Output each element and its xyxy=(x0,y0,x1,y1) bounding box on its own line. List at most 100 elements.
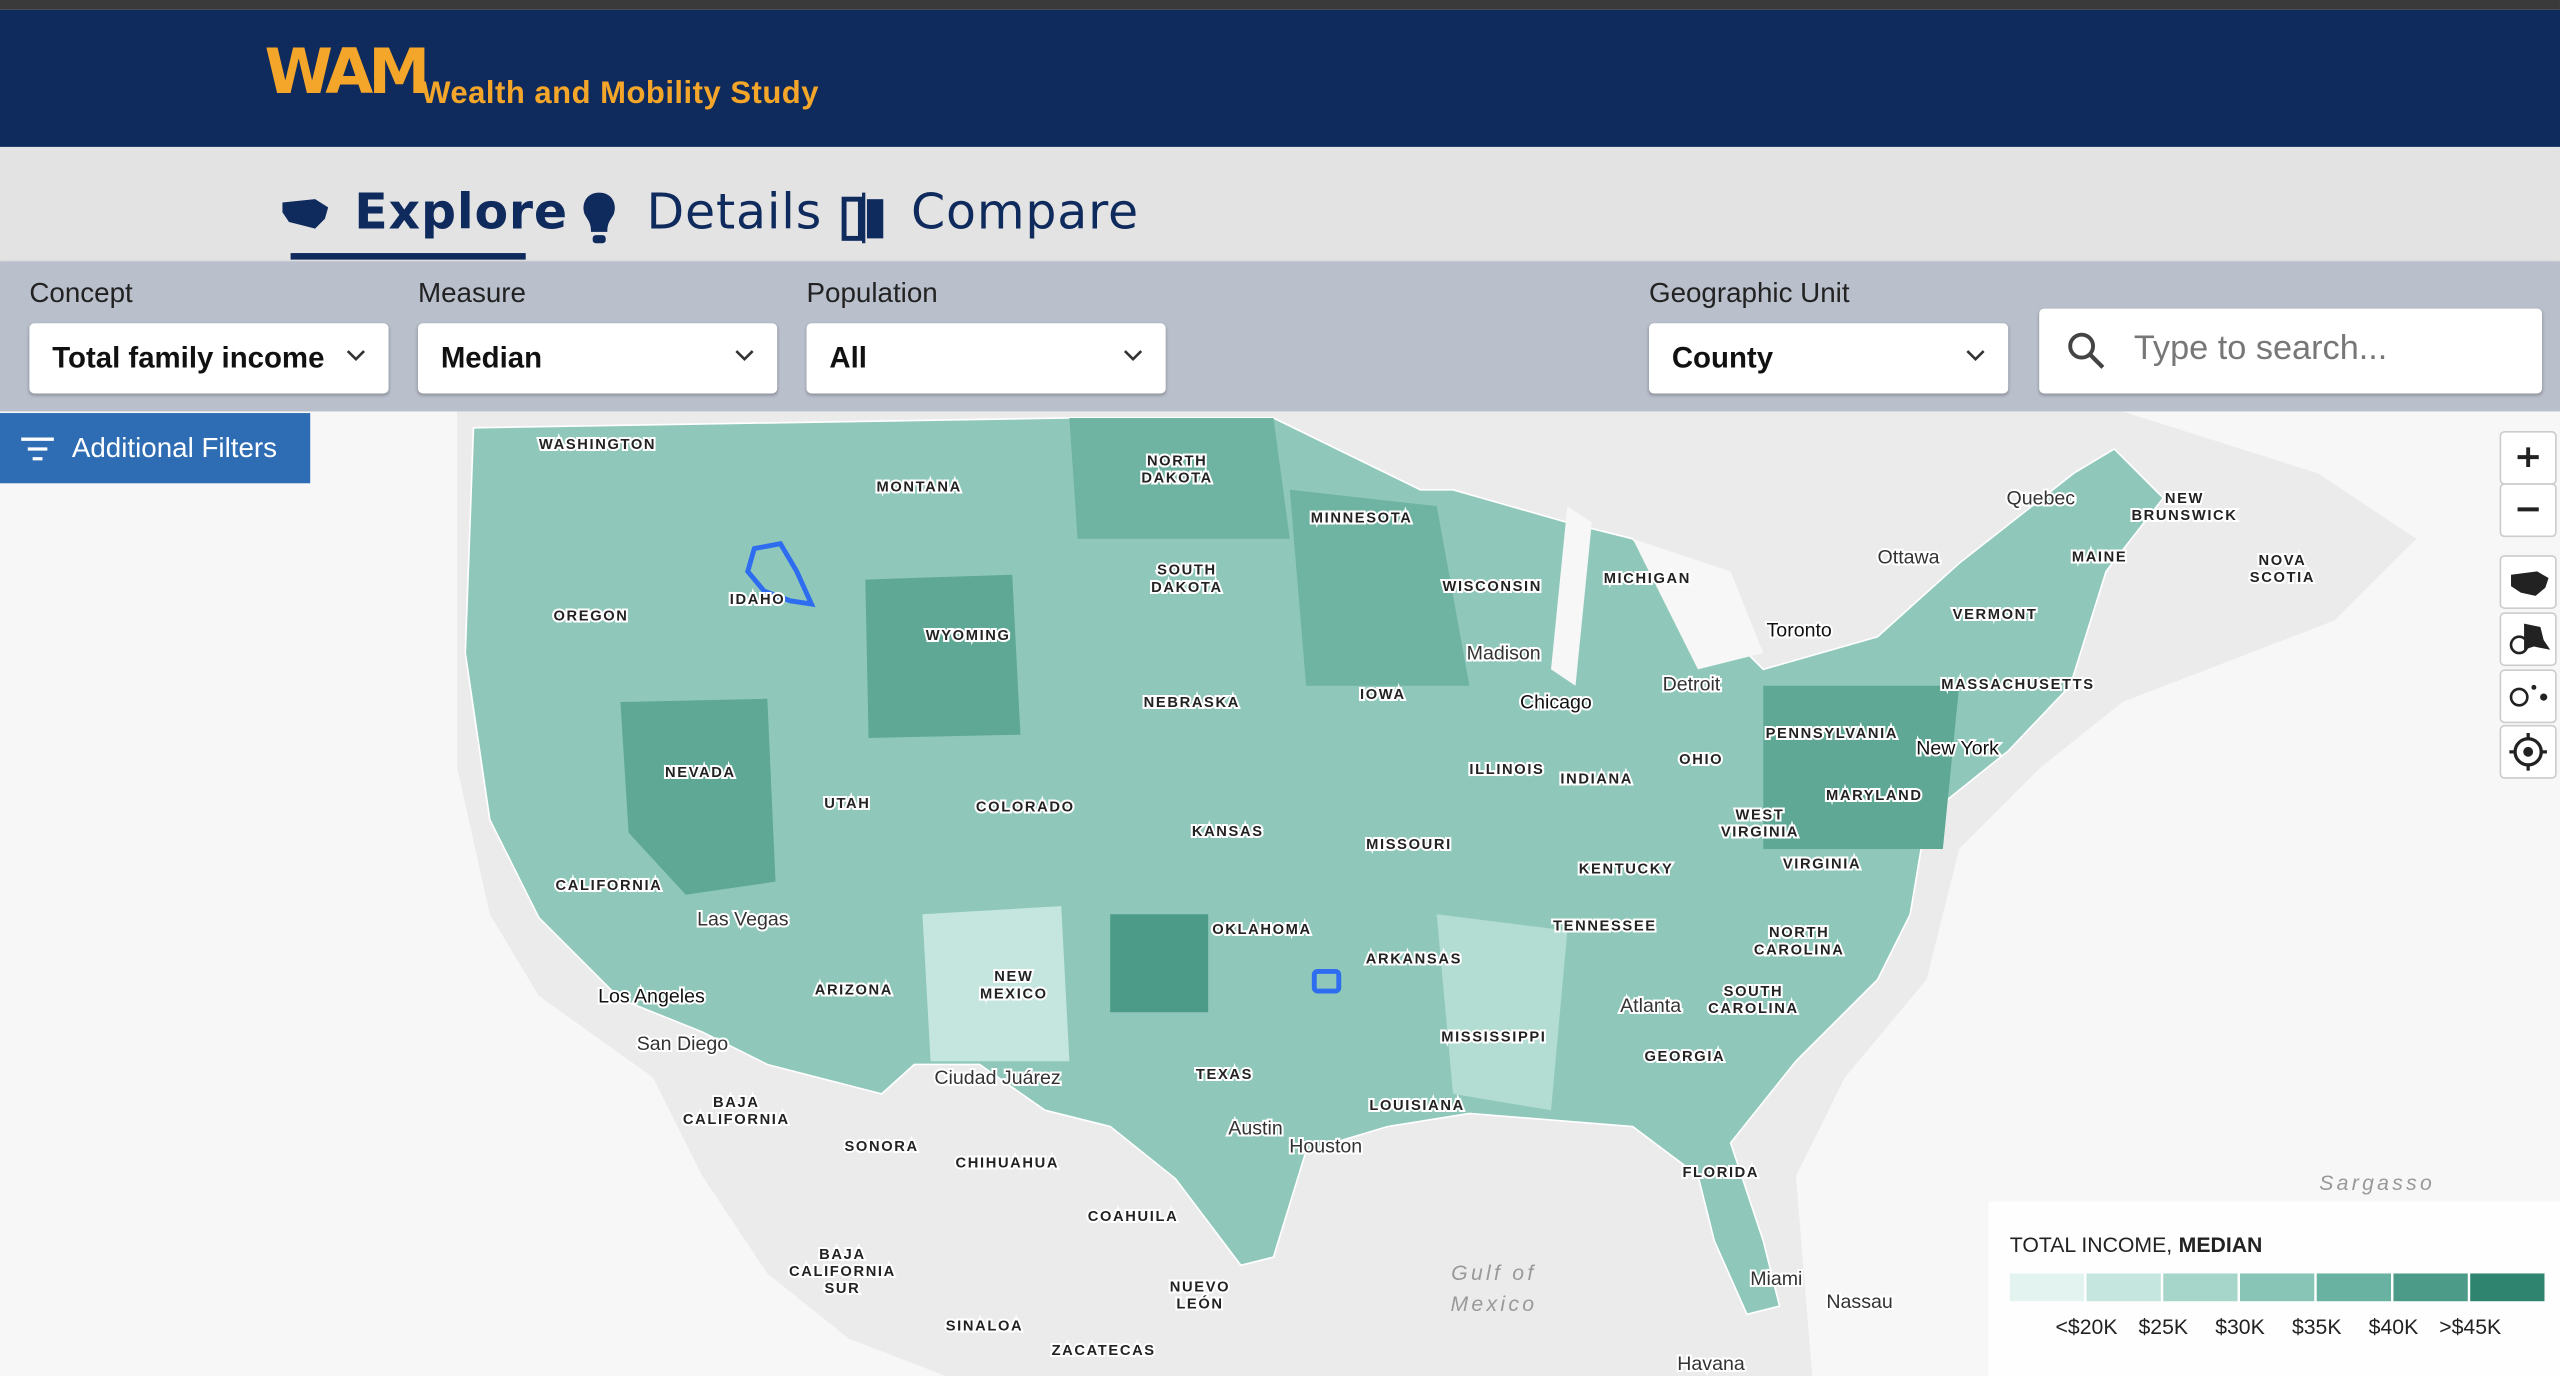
state-label: CAROLINA xyxy=(1754,942,1845,958)
compare-icon xyxy=(841,192,884,244)
state-label: VIRGINIA xyxy=(1721,825,1799,841)
logo[interactable]: WAM xyxy=(264,35,430,108)
region-shade xyxy=(922,906,1070,1062)
state-label: MISSOURI xyxy=(1366,837,1452,853)
dropdown[interactable]: Total family income xyxy=(29,323,389,394)
legend-swatch xyxy=(2239,1273,2315,1302)
state-label: WYOMING xyxy=(926,628,1011,644)
place-label: Toronto xyxy=(1767,620,1832,642)
state-label: BAJA xyxy=(713,1095,760,1111)
legend-swatch xyxy=(2009,1273,2085,1302)
zoom-us[interactable] xyxy=(2499,555,2557,609)
chevron xyxy=(735,350,754,362)
place-label: Austin xyxy=(1228,1118,1282,1140)
place-label: Ottawa xyxy=(1878,546,1940,568)
dropdown[interactable]: Median xyxy=(417,323,778,394)
zoom-alaska[interactable] xyxy=(2499,612,2557,667)
state-label: ILLINOIS xyxy=(1469,762,1544,778)
water-label: Gulf of xyxy=(1451,1262,1536,1285)
legend-scale: <$20K $25K $30K $35K $40K >$45K xyxy=(2009,1273,2545,1339)
state-label: IOWA xyxy=(1360,687,1406,703)
state-label: PENNSYLVANIA xyxy=(1766,726,1898,742)
legend-swatch xyxy=(2470,1273,2545,1302)
tab[interactable]: Compare xyxy=(911,184,1139,242)
state-label: INDIANA xyxy=(1560,772,1633,788)
locate[interactable] xyxy=(2499,724,2557,779)
state-label: OHIO xyxy=(1679,752,1723,768)
water-label: Mexico xyxy=(1450,1293,1537,1316)
zoom-hawaii[interactable] xyxy=(2499,669,2557,724)
minus-icon xyxy=(2517,507,2539,512)
state-label: VIRGINIA xyxy=(1783,857,1861,873)
state-label: NEVADA xyxy=(665,765,736,781)
tab[interactable]: Details xyxy=(646,184,823,242)
dropdown[interactable]: County xyxy=(1648,323,2009,394)
state-label: SUR xyxy=(824,1281,860,1297)
state-label: SINALOA xyxy=(946,1319,1024,1335)
place-label: San Diego xyxy=(637,1033,729,1055)
legend-label: $25K xyxy=(2138,1316,2188,1339)
state-label: CALIFORNIA xyxy=(556,878,663,894)
state-label: CALIFORNIA xyxy=(683,1112,790,1128)
state-label: MARYLAND xyxy=(1826,788,1923,804)
highlight-outline[interactable] xyxy=(1311,968,1342,994)
legend-label: >$45K xyxy=(2439,1316,2501,1339)
state-label: MINNESOTA xyxy=(1311,510,1413,526)
chevron xyxy=(1123,350,1143,362)
state-label: WISCONSIN xyxy=(1442,579,1542,595)
dropdown-value: All xyxy=(829,341,867,374)
state-label: SCOTIA xyxy=(2250,570,2315,586)
state-label: SOUTH xyxy=(1724,984,1784,1000)
chevron xyxy=(346,350,366,362)
state-label: MASSACHUSETTS xyxy=(1941,677,2094,693)
water-label: Sargasso xyxy=(2319,1172,2435,1195)
place-label: Miami xyxy=(1750,1268,1802,1290)
legend-title: TOTAL INCOME, MEDIAN xyxy=(2010,1233,2263,1257)
region-shade xyxy=(1436,914,1568,1111)
legend-title-text: TOTAL INCOME, xyxy=(2009,1232,2173,1258)
state-label: MEXICO xyxy=(980,986,1048,1002)
search-box[interactable]: Type to search... xyxy=(2039,308,2543,394)
tab[interactable]: Explore xyxy=(354,184,568,242)
place-label: Quebec xyxy=(2007,487,2076,509)
highlight-outline[interactable] xyxy=(745,540,816,608)
legend-title-emphasis: MEDIAN xyxy=(2178,1232,2263,1258)
additional-filters-button[interactable]: Additional Filters xyxy=(0,413,311,484)
hawaii-icon xyxy=(2509,684,2548,707)
alaska-icon xyxy=(2509,623,2551,655)
state-label: OREGON xyxy=(553,608,628,624)
tab-bar xyxy=(0,146,2560,262)
state-label: NORTH xyxy=(1769,925,1829,941)
state-label: TEXAS xyxy=(1196,1067,1253,1083)
zoom-in[interactable] xyxy=(2499,431,2557,485)
filter-label: Concept xyxy=(29,277,133,309)
state-label: KENTUCKY xyxy=(1579,861,1674,877)
state-label: IDAHO xyxy=(730,592,786,608)
state-label: KANSAS xyxy=(1192,824,1264,840)
region-shade xyxy=(865,574,1021,738)
zoom-out[interactable] xyxy=(2499,483,2557,538)
region-shade xyxy=(1069,417,1290,539)
state-label: COAHUILA xyxy=(1088,1209,1179,1225)
tab-underline xyxy=(290,253,526,260)
place-label: Atlanta xyxy=(1620,995,1681,1017)
state-label: NEW xyxy=(994,969,1033,985)
legend: TOTAL INCOME, MEDIAN <$20K $25K $30K $35K $40… xyxy=(1988,1201,2560,1376)
state-label: FLORIDA xyxy=(1682,1165,1759,1181)
map-labels: WASHINGTONMONTANANORTHDAKOTAMINNESOTAORE… xyxy=(537,435,2435,1376)
search-placeholder: Type to search... xyxy=(2133,329,2388,368)
filter-icon xyxy=(21,437,54,461)
state-label: COLORADO xyxy=(976,799,1075,815)
legend-label: $35K xyxy=(2292,1316,2342,1339)
region-shade xyxy=(1110,914,1209,1013)
site-title[interactable]: Wealth and Mobility Study xyxy=(421,76,819,112)
state-label: MISSISSIPPI xyxy=(1441,1030,1546,1046)
dropdown[interactable]: All xyxy=(806,323,1166,394)
place-label: Los Angeles xyxy=(598,985,705,1007)
state-label: BAJA xyxy=(819,1247,866,1263)
legend-label: <$20K xyxy=(2056,1316,2118,1339)
state-label: NORTH xyxy=(1147,453,1207,469)
state-label: DAKOTA xyxy=(1151,580,1223,596)
button-label: Additional Filters xyxy=(71,432,278,464)
plus-icon xyxy=(2517,447,2539,467)
